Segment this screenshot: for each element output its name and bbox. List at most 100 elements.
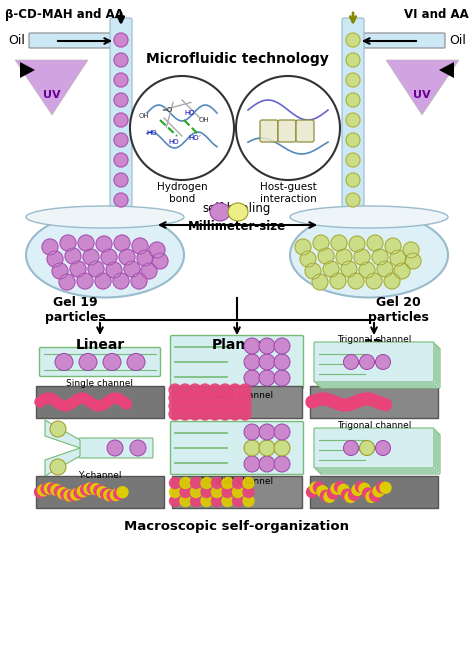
Ellipse shape bbox=[50, 459, 66, 475]
Circle shape bbox=[373, 486, 384, 497]
Circle shape bbox=[310, 394, 321, 407]
Circle shape bbox=[189, 400, 201, 412]
Ellipse shape bbox=[259, 456, 275, 472]
Circle shape bbox=[179, 384, 191, 396]
Circle shape bbox=[45, 393, 55, 403]
Circle shape bbox=[390, 250, 406, 266]
Circle shape bbox=[222, 486, 233, 497]
FancyBboxPatch shape bbox=[171, 421, 303, 475]
Ellipse shape bbox=[210, 203, 230, 221]
Text: 3D: 3D bbox=[364, 338, 384, 352]
Circle shape bbox=[152, 253, 168, 269]
Polygon shape bbox=[45, 420, 80, 448]
Text: Oil: Oil bbox=[449, 33, 466, 46]
Ellipse shape bbox=[259, 424, 275, 440]
Circle shape bbox=[80, 394, 90, 404]
Ellipse shape bbox=[127, 353, 145, 370]
Circle shape bbox=[219, 384, 231, 396]
FancyBboxPatch shape bbox=[310, 386, 438, 418]
Circle shape bbox=[352, 484, 363, 496]
Circle shape bbox=[365, 394, 377, 406]
Circle shape bbox=[243, 496, 254, 507]
Circle shape bbox=[141, 263, 157, 279]
Circle shape bbox=[70, 261, 86, 277]
Circle shape bbox=[229, 392, 241, 404]
FancyBboxPatch shape bbox=[316, 430, 436, 470]
Circle shape bbox=[199, 400, 211, 412]
Circle shape bbox=[121, 399, 131, 409]
Circle shape bbox=[106, 262, 122, 278]
Circle shape bbox=[229, 400, 241, 412]
Circle shape bbox=[61, 489, 72, 500]
Circle shape bbox=[354, 249, 370, 265]
Circle shape bbox=[341, 261, 357, 277]
Circle shape bbox=[330, 273, 346, 289]
Circle shape bbox=[90, 400, 100, 410]
Circle shape bbox=[67, 398, 77, 408]
Circle shape bbox=[346, 53, 360, 67]
Circle shape bbox=[328, 488, 338, 499]
Circle shape bbox=[180, 496, 191, 507]
Circle shape bbox=[114, 193, 128, 207]
Circle shape bbox=[317, 486, 328, 497]
Circle shape bbox=[119, 249, 135, 265]
Ellipse shape bbox=[375, 441, 391, 456]
Circle shape bbox=[394, 263, 410, 279]
Circle shape bbox=[114, 53, 128, 67]
Circle shape bbox=[348, 397, 360, 409]
Text: Y-channel: Y-channel bbox=[78, 471, 122, 480]
Circle shape bbox=[42, 239, 58, 255]
Circle shape bbox=[373, 396, 384, 408]
Text: Oil: Oil bbox=[8, 33, 25, 46]
Ellipse shape bbox=[26, 206, 184, 228]
Circle shape bbox=[73, 394, 83, 404]
Circle shape bbox=[58, 488, 69, 499]
FancyBboxPatch shape bbox=[29, 33, 126, 48]
Circle shape bbox=[331, 483, 342, 494]
Ellipse shape bbox=[107, 440, 123, 456]
Ellipse shape bbox=[359, 355, 374, 370]
Text: Parallel channel: Parallel channel bbox=[201, 391, 273, 400]
Circle shape bbox=[94, 485, 105, 496]
Ellipse shape bbox=[375, 355, 391, 370]
Ellipse shape bbox=[259, 338, 275, 354]
Circle shape bbox=[376, 482, 388, 493]
Circle shape bbox=[105, 394, 115, 405]
Circle shape bbox=[110, 490, 121, 501]
Polygon shape bbox=[439, 62, 454, 78]
Text: VI and AA: VI and AA bbox=[404, 8, 469, 21]
Circle shape bbox=[117, 487, 128, 497]
Circle shape bbox=[229, 384, 241, 396]
Circle shape bbox=[83, 395, 93, 406]
Circle shape bbox=[346, 33, 360, 47]
Circle shape bbox=[209, 400, 221, 412]
Circle shape bbox=[86, 398, 96, 408]
Circle shape bbox=[92, 401, 102, 411]
FancyBboxPatch shape bbox=[172, 386, 302, 418]
Circle shape bbox=[330, 397, 343, 409]
Ellipse shape bbox=[244, 338, 260, 354]
Circle shape bbox=[35, 486, 46, 497]
Ellipse shape bbox=[103, 353, 121, 370]
Text: HO: HO bbox=[146, 130, 157, 136]
Text: HO: HO bbox=[169, 139, 179, 145]
Text: Microfluidic technology: Microfluidic technology bbox=[146, 52, 328, 66]
Circle shape bbox=[199, 384, 211, 396]
Ellipse shape bbox=[274, 424, 290, 440]
FancyBboxPatch shape bbox=[318, 346, 438, 386]
Circle shape bbox=[331, 235, 347, 251]
Circle shape bbox=[180, 477, 191, 488]
Ellipse shape bbox=[344, 355, 358, 370]
Circle shape bbox=[243, 486, 254, 497]
Circle shape bbox=[211, 496, 222, 507]
Circle shape bbox=[219, 408, 231, 420]
Circle shape bbox=[307, 486, 318, 497]
Circle shape bbox=[335, 482, 346, 492]
Ellipse shape bbox=[259, 354, 275, 370]
Circle shape bbox=[78, 235, 94, 251]
Circle shape bbox=[67, 490, 79, 501]
Ellipse shape bbox=[244, 440, 260, 456]
Circle shape bbox=[114, 133, 128, 147]
Circle shape bbox=[100, 488, 111, 499]
Circle shape bbox=[87, 483, 98, 494]
